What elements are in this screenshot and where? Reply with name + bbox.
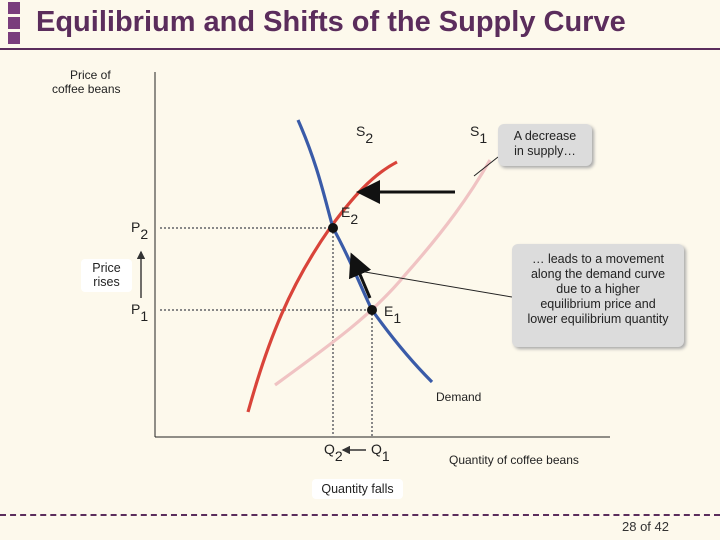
- equilibrium-point-e2: [328, 223, 338, 233]
- x-axis-label: Quantity of coffee beans: [449, 453, 579, 467]
- callout-line: lower equilibrium quantity: [527, 312, 669, 326]
- callout-line: A decrease: [513, 129, 577, 143]
- callout-line: … leads to a movement: [531, 252, 664, 266]
- supply-curve-s1: [274, 159, 492, 387]
- title-decoration: [8, 2, 20, 14]
- p2-label: P2: [131, 219, 149, 242]
- callout-line: equilibrium price and: [540, 297, 656, 311]
- price-rises-line2: rises: [93, 275, 120, 289]
- callout-line: along the demand curve: [530, 267, 666, 281]
- decrease-in-supply-callout: A decrease in supply…: [498, 124, 592, 166]
- y-axis-label-line1: Price of: [70, 68, 111, 82]
- price-rises-line1: Price: [92, 261, 121, 275]
- quantity-falls-label: Quantity falls: [312, 479, 403, 499]
- decrease-pointer-line: [473, 156, 499, 177]
- e1-label: E1: [384, 303, 402, 326]
- title-underline: [0, 48, 720, 50]
- equilibrium-point-e1: [367, 305, 377, 315]
- q2-label: Q2: [324, 441, 343, 464]
- p1-label: P1: [131, 301, 149, 324]
- demand-label: Demand: [436, 390, 482, 404]
- title-decoration: [8, 32, 20, 44]
- callout-line: in supply…: [514, 144, 576, 158]
- callout-line: due to a higher: [556, 282, 640, 296]
- movement-callout: … leads to a movement along the demand c…: [512, 244, 684, 347]
- q1-label: Q1: [371, 441, 390, 464]
- s1-label: S1: [470, 123, 488, 146]
- movement-arrow: [348, 252, 372, 299]
- demand-curve: [296, 119, 434, 384]
- movement-pointer-line: [364, 271, 513, 298]
- slide-title: Equilibrium and Shifts of the Supply Cur…: [36, 6, 626, 38]
- supply-curve-red: [246, 160, 398, 413]
- page-number: 28 of 42: [622, 519, 669, 534]
- footer-divider: [0, 514, 720, 516]
- s2-label: S2: [356, 123, 374, 146]
- title-decoration: [8, 17, 20, 29]
- price-rises-label: Price rises: [81, 259, 132, 292]
- y-axis-label-line2: coffee beans: [52, 82, 121, 96]
- e2-label: E2: [341, 204, 359, 227]
